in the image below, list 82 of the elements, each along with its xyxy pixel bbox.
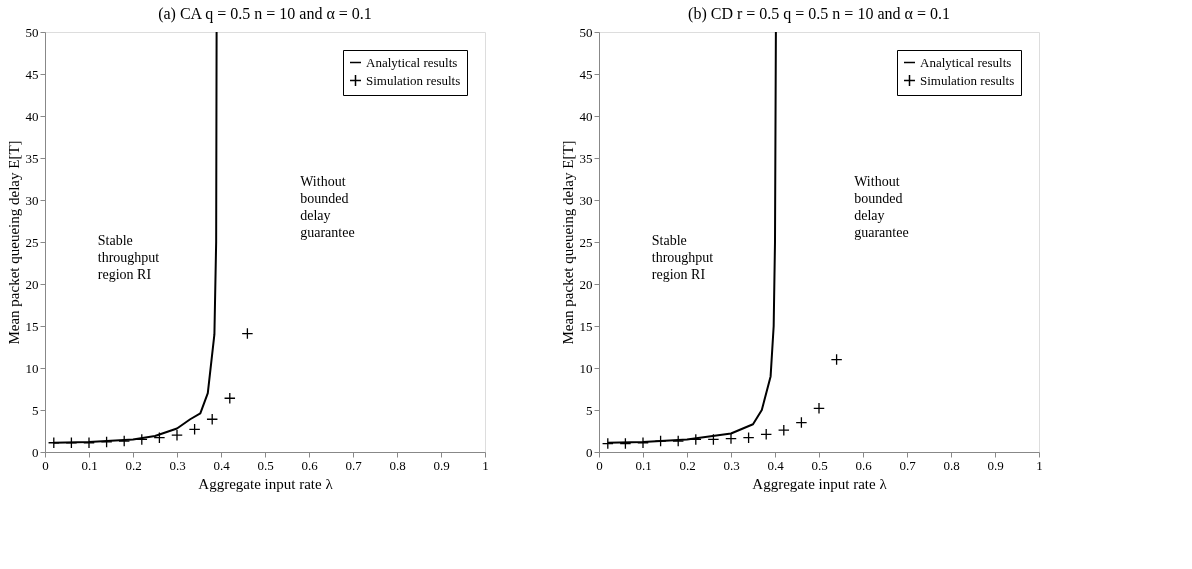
y-axis-title: Mean packet queueing delay E[T] xyxy=(5,140,22,345)
point xyxy=(100,436,113,448)
y-tick-label: 40 xyxy=(579,108,593,124)
y-tick-label: 35 xyxy=(579,150,593,166)
x-tick-label: 0.7 xyxy=(345,457,363,473)
y-tick-label: 50 xyxy=(579,24,593,40)
y-tick-label: 15 xyxy=(579,318,593,334)
y-tick-label: 50 xyxy=(25,24,39,40)
x-tick-label: 0.8 xyxy=(389,457,406,473)
point xyxy=(637,436,649,449)
legend-label: Analytical results xyxy=(920,54,1012,70)
legend-label: Simulation results xyxy=(366,72,461,88)
x-tick-label: 0.7 xyxy=(899,457,917,473)
y-tick-label: 0 xyxy=(32,444,39,460)
y-tick-label: 25 xyxy=(579,234,593,250)
annotation: Stable throughput region RI xyxy=(97,232,160,282)
x-tick-label: 0.6 xyxy=(855,457,873,473)
point xyxy=(118,435,131,447)
point xyxy=(171,429,183,442)
y-tick-label: 5 xyxy=(32,402,39,418)
x-tick-label: 0 xyxy=(42,457,49,473)
y-tick-label: 30 xyxy=(25,192,39,208)
annotation: Stable throughput region RI xyxy=(651,232,714,282)
x-tick-label: 0.9 xyxy=(987,457,1004,473)
point xyxy=(830,353,843,366)
point xyxy=(188,423,201,436)
point xyxy=(241,327,254,340)
point xyxy=(654,435,667,447)
y-tick-label: 25 xyxy=(25,234,39,250)
point xyxy=(813,402,825,415)
y-tick-label: 40 xyxy=(25,108,39,124)
x-tick-label: 0 xyxy=(596,457,603,473)
x-tick-label: 0.4 xyxy=(767,457,785,473)
point xyxy=(760,428,773,441)
point xyxy=(619,437,632,450)
point xyxy=(601,437,614,450)
y-axis-title: Mean packet queueing delay E[T] xyxy=(559,140,576,345)
x-tick-label: 0.3 xyxy=(723,457,740,473)
x-tick-label: 0.2 xyxy=(679,457,696,473)
legend-label: Analytical results xyxy=(366,54,458,70)
y-tick-label: 20 xyxy=(25,276,39,292)
point xyxy=(206,413,219,426)
annotation: Without bounded delay guarantee xyxy=(854,173,909,240)
point xyxy=(672,435,685,447)
point xyxy=(795,416,808,429)
x-tick-label: 0.5 xyxy=(257,457,274,473)
x-tick-label: 0.2 xyxy=(125,457,142,473)
y-tick-label: 15 xyxy=(25,318,39,334)
x-tick-label: 1 xyxy=(1036,457,1043,473)
x-axis-title: Aggregate input rate λ xyxy=(198,475,334,492)
y-tick-label: 10 xyxy=(579,360,593,376)
x-tick-label: 0.4 xyxy=(213,457,231,473)
x-tick-label: 0.1 xyxy=(635,457,652,473)
x-tick-label: 0.9 xyxy=(433,457,450,473)
x-tick-label: 0.6 xyxy=(301,457,319,473)
y-tick-label: 20 xyxy=(579,276,593,292)
x-tick-label: 0.1 xyxy=(81,457,98,473)
chart-title: (b) CD r = 0.5 q = 0.5 n = 10 and α = 0.1 xyxy=(688,5,950,23)
x-tick-label: 1 xyxy=(482,457,489,473)
legend-label: Simulation results xyxy=(920,72,1015,88)
x-axis-title: Aggregate input rate λ xyxy=(752,475,888,492)
point xyxy=(47,436,60,449)
y-tick-label: 30 xyxy=(579,192,593,208)
point xyxy=(742,431,755,444)
y-tick-label: 5 xyxy=(586,402,593,418)
x-tick-label: 0.8 xyxy=(943,457,960,473)
y-tick-label: 45 xyxy=(579,66,593,82)
point xyxy=(83,436,95,449)
x-tick-label: 0.3 xyxy=(169,457,186,473)
y-tick-label: 10 xyxy=(25,360,39,376)
point xyxy=(223,392,236,405)
y-tick-label: 0 xyxy=(586,444,593,460)
y-tick-label: 35 xyxy=(25,150,39,166)
x-tick-label: 0.5 xyxy=(811,457,828,473)
annotation: Without bounded delay guarantee xyxy=(300,173,355,240)
y-tick-label: 45 xyxy=(25,66,39,82)
line-series xyxy=(52,31,218,444)
point xyxy=(65,436,78,449)
point xyxy=(153,431,166,444)
point xyxy=(707,433,720,446)
chart-title: (a) CA q = 0.5 n = 10 and α = 0.1 xyxy=(158,5,372,23)
point xyxy=(777,424,790,437)
